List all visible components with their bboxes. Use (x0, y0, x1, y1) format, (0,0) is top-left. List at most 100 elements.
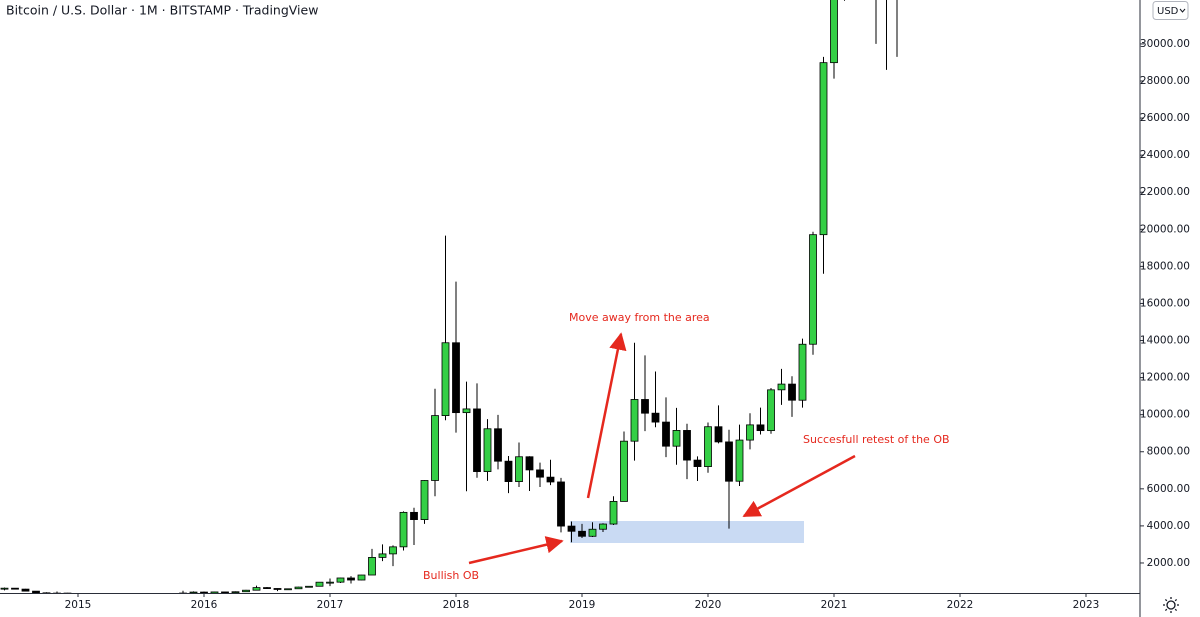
candle-body (662, 421, 670, 447)
candle-body (483, 428, 492, 472)
candle-body (294, 586, 303, 590)
annotation-text: Succesfull retest of the OB (803, 433, 950, 446)
candle-body (683, 430, 691, 461)
candle-body (315, 581, 324, 587)
annotation-text: Move away from the area (569, 311, 710, 324)
annotation-text: Bullish OB (423, 569, 479, 582)
candle-body (767, 389, 775, 432)
candle-body (693, 459, 702, 467)
candle-body (11, 587, 19, 590)
y-tick-label: 30000.00 (1140, 38, 1190, 50)
y-tick-label: 8000.00 (1147, 446, 1190, 458)
annotation-arrow (586, 332, 627, 499)
candle-body (242, 589, 250, 593)
candle-body (221, 591, 229, 593)
candle-body (515, 456, 523, 482)
y-tick-label: 4000.00 (1147, 520, 1190, 532)
settings-icon[interactable] (1163, 597, 1179, 613)
candle-body (326, 581, 334, 584)
candle-body (557, 481, 565, 527)
candle-body (641, 399, 649, 414)
candle-body (347, 577, 355, 581)
candle-body (725, 441, 733, 482)
candle-body (378, 553, 387, 558)
candle-body (284, 588, 292, 591)
candle-body (546, 476, 555, 483)
candle-body (0, 587, 9, 590)
currency-label[interactable]: USD (1157, 6, 1179, 17)
y-tick-label: 12000.00 (1140, 372, 1190, 384)
x-tick-label: 2021 (821, 599, 848, 611)
candle-body (588, 528, 597, 537)
candle-body (389, 546, 397, 555)
x-tick-label: 2022 (947, 599, 974, 611)
candle-body (651, 412, 660, 423)
candle-body (777, 383, 786, 391)
candle-body (42, 592, 51, 593)
candle-body (210, 591, 219, 593)
candle-body (420, 480, 429, 520)
currency-button[interactable]: USD (1152, 1, 1189, 20)
chart-title: Bitcoin / U.S. Dollar · 1M · BITSTAMP · … (6, 3, 318, 18)
candle-body (494, 428, 502, 462)
candle-body (536, 469, 544, 478)
candle-body (756, 424, 765, 432)
candle-body (630, 399, 639, 442)
order-block-zone (570, 521, 804, 543)
y-tick-label: 2000.00 (1147, 557, 1190, 569)
annotation-arrow (468, 536, 564, 565)
candle-body (830, 0, 838, 64)
x-tick-label: 2020 (695, 599, 722, 611)
candle-body (599, 523, 607, 530)
candle-body (357, 574, 366, 581)
candle-body (231, 591, 240, 593)
candle-body (620, 440, 628, 502)
gear-icon[interactable] (1166, 600, 1176, 610)
candle-body (798, 343, 807, 401)
candle-body (368, 557, 376, 576)
candle-body (714, 426, 723, 443)
x-tick-label: 2023 (1073, 599, 1100, 611)
candle-body (200, 591, 208, 593)
candle-body (189, 591, 198, 593)
plot-area (0, 0, 898, 593)
x-tick-label: 2017 (317, 599, 344, 611)
gear-teeth[interactable] (1163, 597, 1179, 613)
y-tick-label: 20000.00 (1140, 223, 1190, 235)
candle-body (305, 585, 313, 588)
candle-body (788, 383, 796, 401)
candle-body (273, 588, 282, 590)
y-tick-label: 18000.00 (1140, 260, 1190, 272)
candle-body (746, 424, 754, 441)
candle-body (21, 588, 30, 592)
dropdown-caret[interactable] (1179, 8, 1186, 13)
candle-body (431, 415, 439, 481)
candle-body (819, 62, 828, 236)
candle-body (452, 342, 460, 414)
candle-body (578, 530, 586, 537)
candle-body (704, 426, 712, 467)
candle-body (252, 587, 261, 591)
axes: 2000.00 4000.00 6000.00 8000.00 10000.00 1200… (65, 38, 1190, 611)
candle-body (735, 439, 744, 482)
candle-body (399, 511, 408, 548)
y-tick-label: 24000.00 (1140, 149, 1190, 161)
x-tick-label: 2016 (191, 599, 218, 611)
y-tick-label: 6000.00 (1147, 483, 1190, 495)
candle-body (672, 430, 681, 447)
candle-body (263, 587, 271, 589)
candle-body (809, 234, 817, 345)
candle-body (473, 408, 481, 472)
currency-button-frame[interactable] (1152, 1, 1189, 20)
candle-body (504, 460, 513, 482)
candle-body (410, 511, 418, 520)
y-tick-label: 10000.00 (1140, 409, 1190, 421)
candle-body (336, 577, 345, 583)
candle-body (441, 342, 450, 417)
y-tick-label: 26000.00 (1140, 112, 1190, 124)
candle-body (609, 501, 618, 525)
annotation-arrow (742, 454, 856, 518)
candle-body (525, 456, 534, 471)
